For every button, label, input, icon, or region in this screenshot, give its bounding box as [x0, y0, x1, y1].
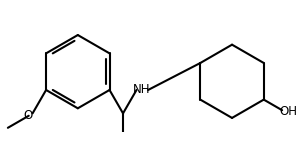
Text: NH: NH — [133, 83, 150, 95]
Text: OH: OH — [279, 105, 297, 118]
Text: O: O — [24, 109, 33, 122]
